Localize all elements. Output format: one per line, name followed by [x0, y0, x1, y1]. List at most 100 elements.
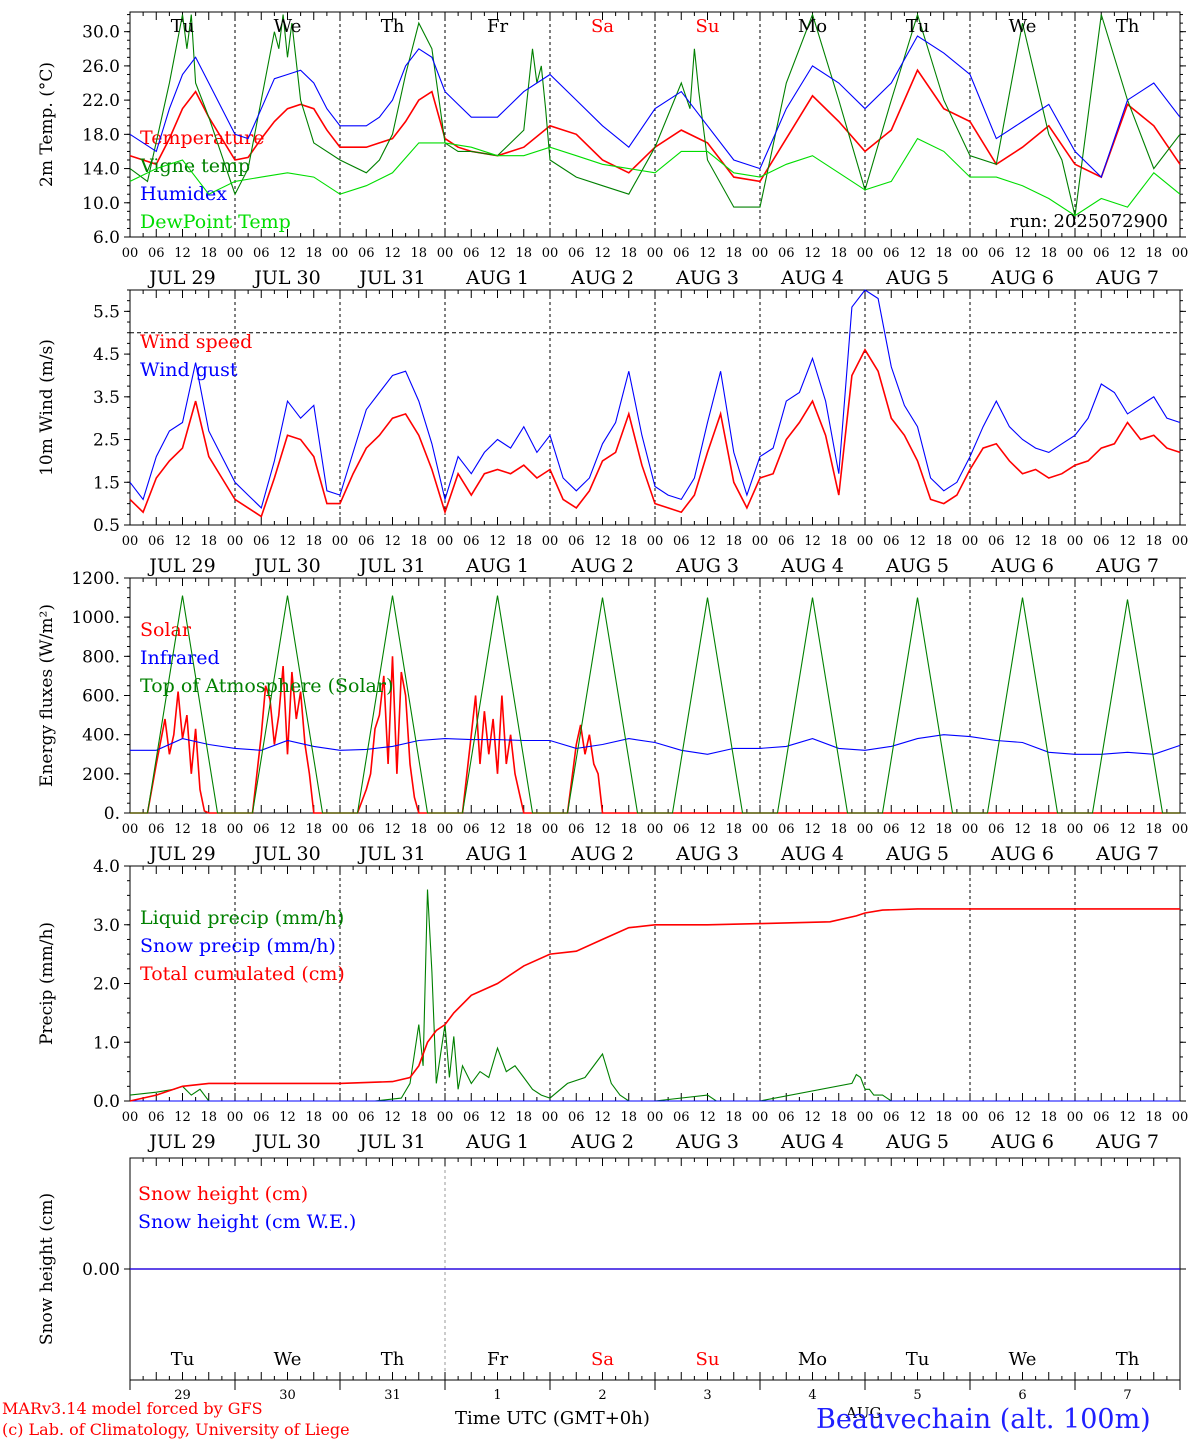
y-tick-label: 1.5 — [93, 473, 120, 493]
hour-tick-label: 18 — [410, 534, 427, 549]
hour-tick-label: 00 — [1067, 534, 1084, 549]
hour-tick-label: 18 — [620, 1110, 637, 1125]
hour-tick-label: 12 — [279, 1110, 296, 1125]
hour-tick-label: 18 — [515, 534, 532, 549]
legend-entry: Snow height (cm W.E.) — [138, 1211, 356, 1233]
hour-tick-label: 06 — [568, 534, 585, 549]
hour-tick-label: 12 — [384, 246, 401, 261]
y-tick-label: 0.5 — [93, 516, 120, 536]
date-label: AUG 3 — [675, 267, 739, 289]
day-number: 1 — [493, 1388, 501, 1403]
day-name: Su — [696, 1349, 720, 1370]
hour-tick-label: 18 — [620, 822, 637, 837]
panel-4: 4.0 3.0 2.0 1.0 0.0 Precip (mm/h) 00 06 12 18 JUL … — [37, 857, 1188, 1153]
hour-tick-label: 00 — [647, 1110, 664, 1125]
hour-tick-label: 00 — [752, 822, 769, 837]
hour-tick-label: 18 — [725, 1110, 742, 1125]
y-tick-label: 0.0 — [93, 1092, 120, 1112]
hour-tick-label: 18 — [830, 822, 847, 837]
hour-tick-label: 12 — [174, 534, 191, 549]
hour-tick-label: 06 — [463, 1110, 480, 1125]
day-name: Tu — [171, 16, 195, 37]
hour-tick-label: 12 — [174, 246, 191, 261]
hour-tick-label: 12 — [699, 246, 716, 261]
hour-tick-label: 12 — [909, 246, 926, 261]
y-tick-label: 6.0 — [93, 228, 120, 248]
legend-entry: Vigne temp — [139, 155, 250, 177]
day-name: Tu — [171, 1349, 195, 1370]
date-label: AUG 7 — [1095, 267, 1159, 289]
hour-tick-label: 06 — [1093, 1110, 1110, 1125]
hour-tick-label: 00 — [752, 246, 769, 261]
hour-tick-label: 00 — [542, 822, 559, 837]
hour-tick-label: 06 — [988, 1110, 1005, 1125]
hour-tick-label: 12 — [1119, 822, 1136, 837]
day-name: We — [274, 1349, 302, 1370]
date-label: AUG 2 — [570, 1131, 634, 1153]
hour-tick-label: 00 — [122, 1110, 139, 1125]
date-label: AUG 6 — [990, 1131, 1054, 1153]
hour-tick-label: 12 — [384, 1110, 401, 1125]
hour-tick-label: 06 — [463, 822, 480, 837]
hour-tick-label: 00 — [647, 534, 664, 549]
hour-tick-label: 06 — [568, 822, 585, 837]
date-label: AUG 7 — [1095, 555, 1159, 577]
hour-tick-label: 18 — [410, 822, 427, 837]
hour-tick-label: 12 — [279, 246, 296, 261]
hour-tick-label: 00 — [437, 246, 454, 261]
y-tick-label: 14.0 — [82, 160, 120, 180]
month-label: AUG — [845, 1404, 881, 1422]
legend-entry: Top of Atmosphere (Solar) — [140, 675, 393, 697]
hour-tick-label: 12 — [594, 1110, 611, 1125]
hour-tick-label: 06 — [778, 246, 795, 261]
hour-tick-label: 18 — [410, 1110, 427, 1125]
day-number: 6 — [1018, 1388, 1026, 1403]
hour-tick-label: 00 — [227, 534, 244, 549]
date-label: JUL 31 — [357, 267, 425, 289]
day-name: We — [1009, 1349, 1037, 1370]
y-tick-label: 26.0 — [82, 57, 120, 77]
hour-tick-label: 06 — [148, 822, 165, 837]
legend-entry: Solar — [140, 619, 192, 641]
hour-tick-label: 12 — [909, 1110, 926, 1125]
legend-entry: Wind gust — [140, 359, 238, 381]
day-number: 2 — [598, 1388, 606, 1403]
y-tick-label: 22.0 — [82, 91, 120, 111]
hour-tick-label: 12 — [1014, 534, 1031, 549]
day-number: 7 — [1123, 1388, 1131, 1403]
date-label: AUG 7 — [1095, 1131, 1159, 1153]
hour-tick-label: 00 — [542, 246, 559, 261]
hour-tick-label: 12 — [909, 822, 926, 837]
y-tick-label: 400. — [82, 726, 120, 746]
hour-tick-label: 00 — [1172, 246, 1189, 261]
y-tick-label: 5.5 — [93, 302, 120, 322]
hour-tick-label: 00 — [332, 534, 349, 549]
hour-tick-label: 06 — [253, 246, 270, 261]
y-tick-label: 4.5 — [93, 345, 120, 365]
legend-entry: Infrared — [140, 647, 220, 669]
hour-tick-label: 06 — [988, 822, 1005, 837]
hour-tick-label: 18 — [830, 246, 847, 261]
y-tick-label: 3.0 — [93, 916, 120, 936]
hour-tick-label: 06 — [148, 1110, 165, 1125]
hour-tick-label: 12 — [804, 822, 821, 837]
series-line-total-cumulated-cm- — [129, 908, 1180, 1102]
hour-tick-label: 00 — [752, 534, 769, 549]
hour-tick-label: 12 — [489, 1110, 506, 1125]
hour-tick-label: 06 — [673, 1110, 690, 1125]
hour-tick-label: 18 — [1145, 1110, 1162, 1125]
day-number: 3 — [703, 1388, 711, 1403]
hour-tick-label: 18 — [725, 246, 742, 261]
hour-tick-label: 12 — [699, 822, 716, 837]
day-number: 5 — [913, 1388, 921, 1403]
hour-tick-label: 00 — [857, 822, 874, 837]
hour-tick-label: 00 — [332, 822, 349, 837]
hour-tick-label: 18 — [935, 1110, 952, 1125]
hour-tick-label: 00 — [647, 822, 664, 837]
hour-tick-label: 18 — [725, 822, 742, 837]
hour-tick-label: 00 — [122, 534, 139, 549]
date-label: AUG 6 — [990, 267, 1054, 289]
hour-tick-label: 00 — [962, 822, 979, 837]
y-tick-label: 1000. — [71, 608, 120, 628]
